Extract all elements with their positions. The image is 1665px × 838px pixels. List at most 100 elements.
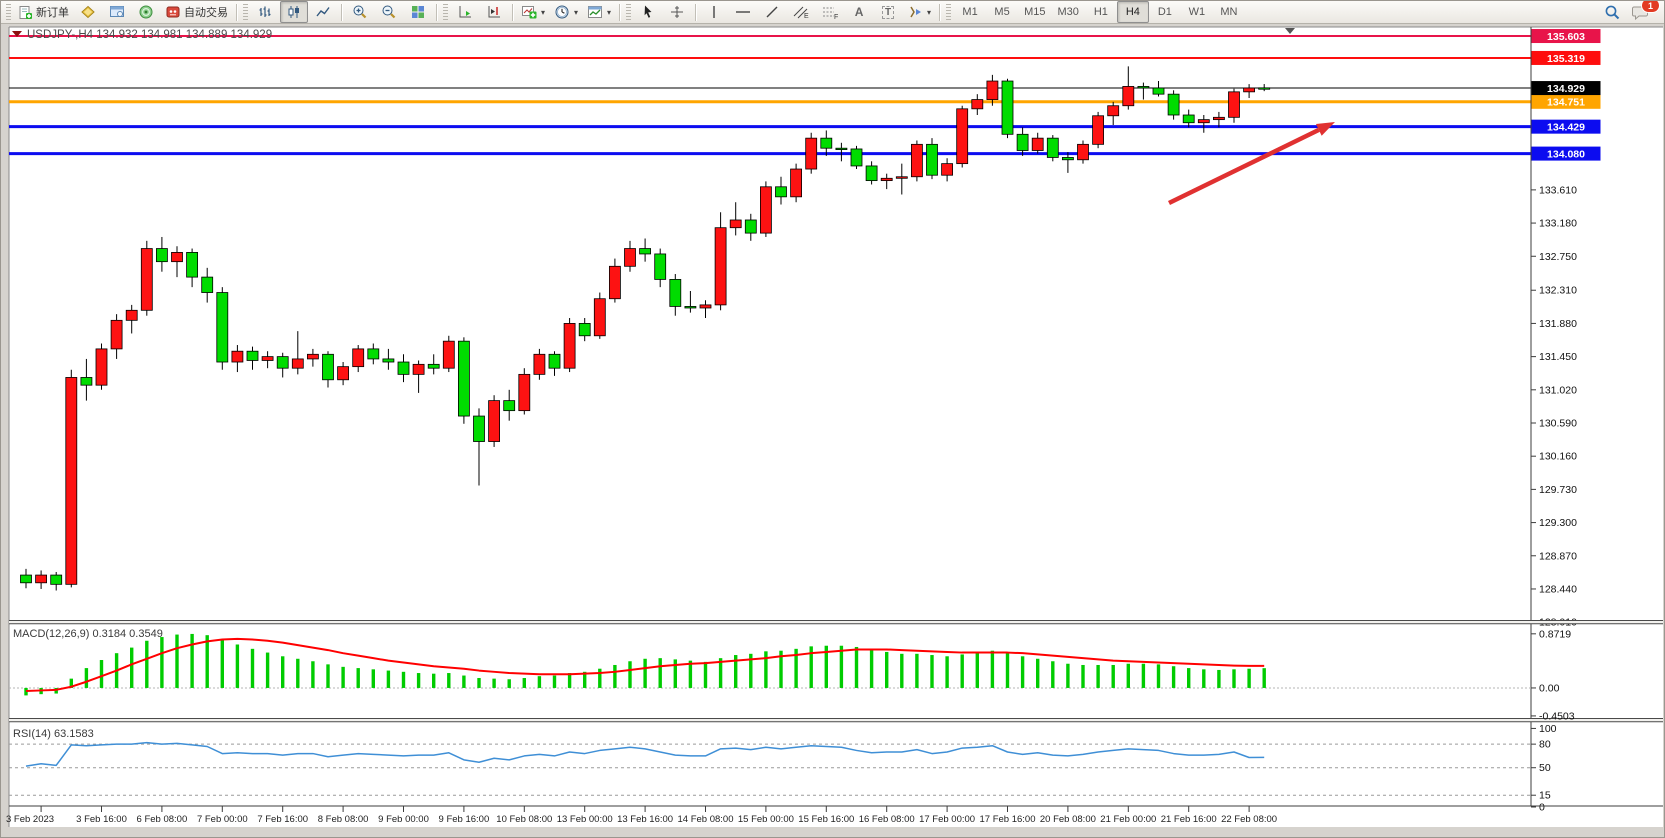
trend-arrow[interactable] bbox=[1168, 127, 1320, 206]
macd-histogram-bar bbox=[975, 652, 979, 688]
candle-body bbox=[805, 137, 818, 170]
timeframe-H4[interactable]: H4 bbox=[1116, 1, 1149, 23]
periods-button[interactable]: ▾ bbox=[550, 1, 582, 23]
vertical-line-tool-button[interactable] bbox=[700, 1, 728, 23]
candle-body bbox=[775, 186, 787, 198]
price-label-bg bbox=[1531, 119, 1601, 134]
macd-histogram-bar bbox=[477, 678, 481, 688]
candle-body bbox=[1258, 87, 1271, 90]
time-tick-label: 15 Feb 00:00 bbox=[738, 814, 794, 825]
candle-body bbox=[231, 350, 244, 363]
time-tick-label: 20 Feb 08:00 bbox=[1040, 814, 1096, 825]
macd-label-text: MACD(12,26,9) 0.3184 0.3549 bbox=[13, 628, 163, 640]
zoom-out-button[interactable] bbox=[375, 1, 403, 23]
chart-menu-triangle-icon[interactable] bbox=[12, 31, 22, 37]
candle-body bbox=[880, 177, 893, 182]
zoom-in-button[interactable] bbox=[346, 1, 374, 23]
notification-badge: 1 bbox=[1641, 1, 1660, 13]
chart-shift-button[interactable] bbox=[480, 1, 508, 23]
chart-canvas[interactable]: 134.040133.610133.180132.750132.310131.8… bbox=[1, 24, 1665, 838]
crosshair-tool-button[interactable] bbox=[663, 1, 691, 23]
time-tick-label: 14 Feb 08:00 bbox=[678, 814, 734, 825]
indicators-button[interactable]: ▾ bbox=[517, 1, 549, 23]
candle-body bbox=[941, 163, 953, 176]
svg-text:F: F bbox=[834, 14, 838, 20]
pane-separator[interactable] bbox=[9, 620, 1663, 624]
pane-separator[interactable] bbox=[9, 718, 1663, 722]
candle-body bbox=[865, 165, 878, 182]
terminal-window-button[interactable] bbox=[103, 1, 131, 23]
auto-scroll-button[interactable] bbox=[451, 1, 479, 23]
candle-body bbox=[352, 348, 365, 368]
separator bbox=[619, 3, 621, 21]
candle-body bbox=[201, 276, 214, 293]
timeframe-D1[interactable]: D1 bbox=[1157, 6, 1172, 18]
cursor-icon bbox=[640, 4, 656, 20]
macd-histogram-bar bbox=[1247, 668, 1251, 688]
notifications-button[interactable]: 1 bbox=[1627, 1, 1660, 23]
candle-body bbox=[760, 186, 772, 234]
macd-histogram-bar bbox=[930, 655, 934, 688]
macd-histogram-bar bbox=[462, 675, 466, 688]
market-watch-button[interactable] bbox=[74, 1, 102, 23]
macd-histogram-bar bbox=[673, 659, 677, 688]
price-label-134.929: 134.929 bbox=[1531, 81, 1601, 96]
candle-body bbox=[518, 373, 531, 412]
bar-chart-mode-button[interactable] bbox=[251, 1, 279, 23]
candle-body bbox=[548, 353, 561, 369]
new-order-button[interactable]: 新订单 bbox=[14, 1, 73, 23]
macd-histogram-bar bbox=[69, 678, 73, 688]
text-tool-button[interactable]: A bbox=[845, 1, 873, 23]
fibonacci-tool-button[interactable]: F bbox=[816, 1, 844, 23]
timeframe-M30[interactable]: M30 bbox=[1057, 6, 1079, 18]
vertical-line-icon bbox=[707, 4, 721, 20]
horizontal-line-tool-button[interactable] bbox=[729, 1, 757, 23]
price-label-134.751: 134.751 bbox=[1531, 94, 1601, 109]
candle-body bbox=[457, 340, 470, 417]
terminal-window-icon bbox=[109, 4, 125, 20]
timeframe-MN[interactable]: MN bbox=[1220, 6, 1238, 18]
macd-histogram-bar bbox=[492, 678, 496, 688]
new-order-label: 新订单 bbox=[36, 7, 69, 19]
chart-shift-marker[interactable] bbox=[1285, 28, 1295, 34]
macd-axis-label: -0.4503 bbox=[1539, 710, 1575, 722]
macd-histogram-bar bbox=[160, 637, 164, 688]
arrows-tool-button[interactable]: ▾ bbox=[903, 1, 935, 23]
timeframe-M1[interactable]: M1 bbox=[962, 6, 978, 18]
macd-histogram-bar bbox=[447, 673, 451, 688]
trendline-tool-button[interactable] bbox=[758, 1, 786, 23]
price-label-text: 134.080 bbox=[1547, 148, 1585, 160]
line-chart-mode-button[interactable] bbox=[309, 1, 337, 23]
candle-body bbox=[820, 137, 833, 149]
candle-body bbox=[412, 363, 425, 375]
tile-windows-button[interactable] bbox=[404, 1, 432, 23]
macd-histogram-bar bbox=[839, 645, 844, 688]
rsi-axis-label: 100 bbox=[1539, 723, 1557, 735]
trend-arrow-head[interactable] bbox=[1315, 122, 1335, 136]
time-tick-label: 6 Feb 08:00 bbox=[137, 814, 188, 825]
text-label-tool-button[interactable]: T bbox=[874, 1, 902, 23]
candle-body bbox=[578, 323, 591, 337]
timeframe-W1[interactable]: W1 bbox=[1188, 6, 1206, 18]
candle-body bbox=[246, 350, 259, 361]
search-button[interactable] bbox=[1598, 1, 1626, 23]
equidistant-channel-tool-button[interactable]: E bbox=[787, 1, 815, 23]
separator bbox=[236, 3, 237, 21]
auto-trading-button[interactable]: 自动交易 bbox=[161, 1, 232, 23]
candle-body bbox=[442, 340, 455, 369]
market-depth-button[interactable] bbox=[132, 1, 160, 23]
timeframe-M15[interactable]: M15 bbox=[1024, 6, 1046, 18]
crosshair-icon bbox=[669, 4, 685, 20]
time-tick-label: 3 Feb 16:00 bbox=[76, 814, 127, 825]
candle-body bbox=[140, 248, 153, 311]
candlestick-mode-button[interactable] bbox=[280, 1, 308, 23]
timeframe-H1[interactable]: H1 bbox=[1093, 6, 1108, 18]
rsi-axis-label: 80 bbox=[1539, 739, 1551, 751]
macd-histogram-bar bbox=[764, 651, 768, 688]
timeframe-M5[interactable]: M5 bbox=[994, 6, 1010, 18]
candle-body bbox=[50, 574, 63, 585]
templates-button[interactable]: ▾ bbox=[583, 1, 615, 23]
macd-histogram-bar bbox=[598, 668, 602, 688]
cursor-tool-button[interactable] bbox=[634, 1, 662, 23]
candles bbox=[20, 66, 1271, 591]
